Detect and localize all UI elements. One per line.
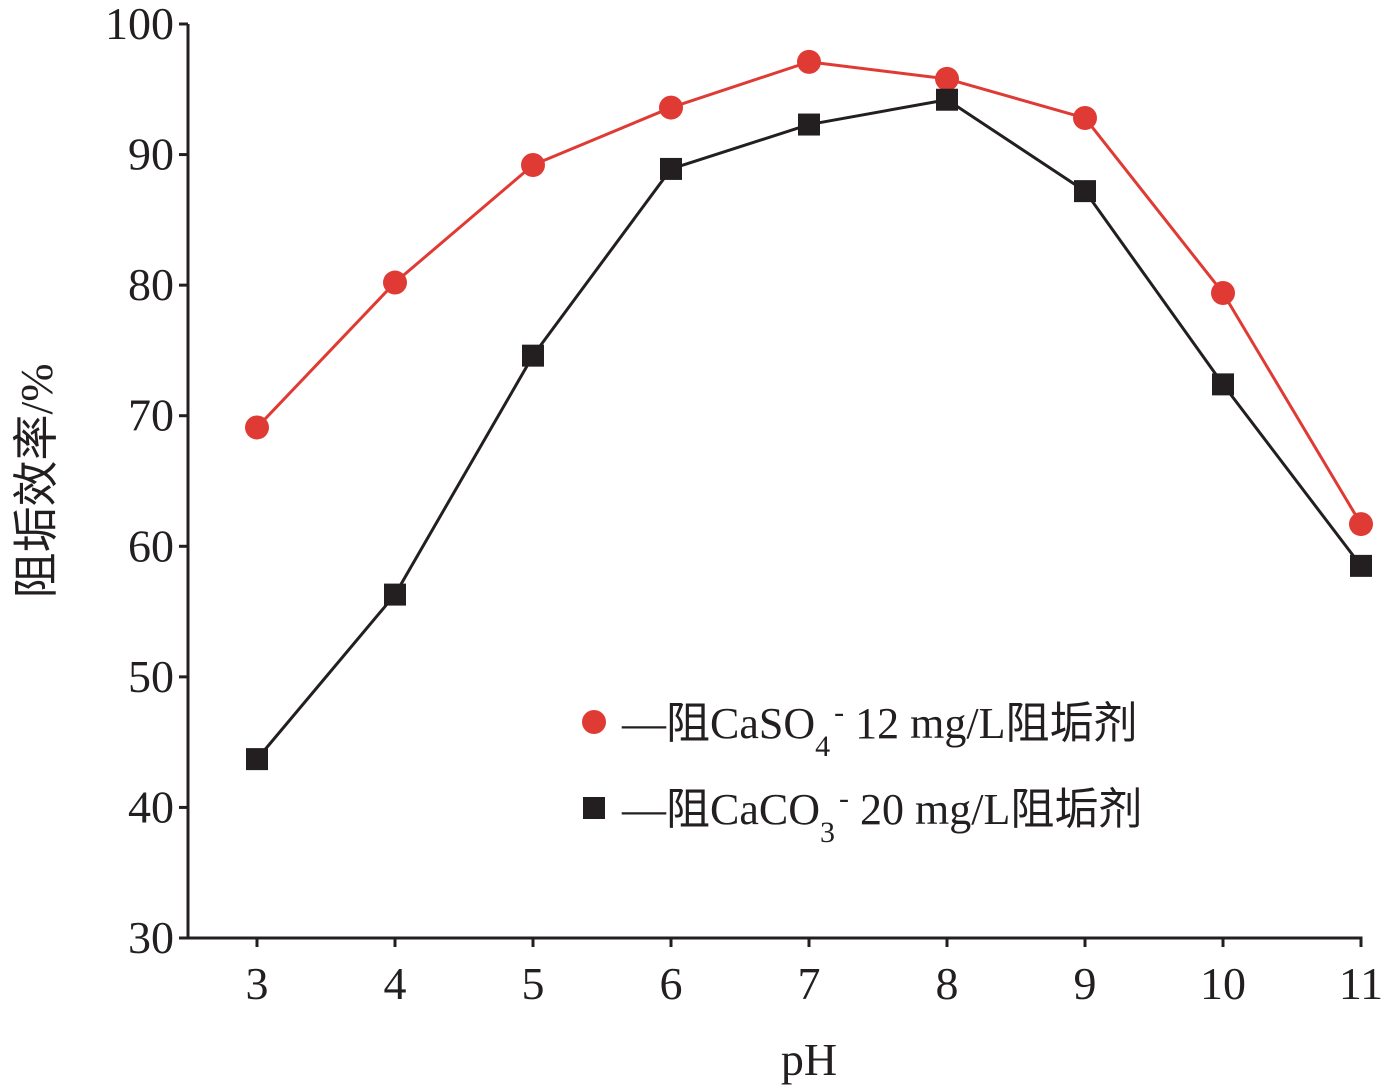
data-point	[1211, 280, 1235, 305]
data-point	[1074, 180, 1096, 203]
legend-label-prefix: 阻CaSO	[666, 699, 815, 748]
y-tick-label: 100	[105, 0, 174, 49]
legend-label-sup: -	[834, 696, 844, 729]
legend-marker	[583, 797, 605, 819]
x-tick-label: 9	[1074, 958, 1097, 1009]
y-tick-label: 50	[128, 651, 174, 702]
y-tick-label: 30	[128, 912, 174, 963]
data-point	[384, 583, 406, 606]
data-point	[522, 344, 544, 367]
legend-item-1: —阻CaCO3- 20 mg/L阻垢剂	[583, 782, 1142, 849]
x-tick-label: 10	[1200, 958, 1246, 1009]
legend-label-sub: 3	[820, 816, 835, 849]
x-tick-label: 7	[798, 958, 821, 1009]
x-tick-label: 6	[660, 958, 683, 1009]
x-axis-ticks: 3 4 5 6 7 8 9 10 11	[246, 938, 1383, 1009]
x-tick-label: 3	[246, 958, 269, 1009]
axes	[186, 24, 1363, 940]
y-tick-label: 40	[128, 781, 174, 832]
x-tick-label: 5	[522, 958, 545, 1009]
data-point	[383, 270, 407, 295]
y-tick-label: 90	[128, 129, 174, 180]
data-point	[1349, 512, 1373, 537]
data-point	[935, 66, 959, 91]
series-line	[255, 98, 1363, 761]
y-tick-label: 70	[128, 390, 174, 441]
data-point	[1212, 373, 1234, 396]
legend: —阻CaSO4- 12 mg/L阻垢剂—阻CaCO3- 20 mg/L阻垢剂	[582, 696, 1142, 849]
data-point	[246, 748, 268, 771]
series-0	[245, 49, 1373, 537]
legend-label: —阻CaSO4- 12 mg/L阻垢剂	[621, 696, 1137, 763]
legend-label-suffix: 20 mg/L阻垢剂	[849, 785, 1142, 834]
y-axis-title: 阻垢效率/%	[11, 363, 62, 598]
legend-item-0: —阻CaSO4- 12 mg/L阻垢剂	[582, 696, 1137, 763]
legend-label: —阻CaCO3- 20 mg/L阻垢剂	[621, 782, 1142, 849]
legend-label-sup: -	[839, 782, 849, 815]
legend-marker	[582, 710, 606, 734]
y-axis-ticks: 30 40 50 60 70 80 90 100	[105, 0, 188, 963]
data-point	[659, 95, 683, 120]
data-point	[1073, 106, 1097, 131]
series-layer	[245, 49, 1373, 771]
data-point	[797, 49, 821, 74]
x-tick-label: 11	[1339, 958, 1383, 1009]
series-1	[246, 88, 1372, 771]
data-point	[1350, 554, 1372, 577]
legend-label-prefix: 阻CaCO	[666, 785, 820, 834]
legend-label-sub: 4	[815, 730, 830, 763]
x-tick-label: 8	[936, 958, 959, 1009]
data-point	[798, 113, 820, 136]
y-tick-label: 60	[128, 520, 174, 571]
x-tick-label: 4	[384, 958, 407, 1009]
data-point	[660, 157, 682, 180]
x-axis-title: pH	[781, 1034, 837, 1085]
data-point	[521, 153, 545, 178]
legend-label-suffix: 12 mg/L阻垢剂	[844, 699, 1137, 748]
legend-label-dash: —	[621, 699, 667, 748]
legend-label-dash: —	[621, 785, 667, 834]
y-tick-label: 80	[128, 259, 174, 310]
data-point	[245, 415, 269, 440]
data-point	[936, 88, 958, 111]
